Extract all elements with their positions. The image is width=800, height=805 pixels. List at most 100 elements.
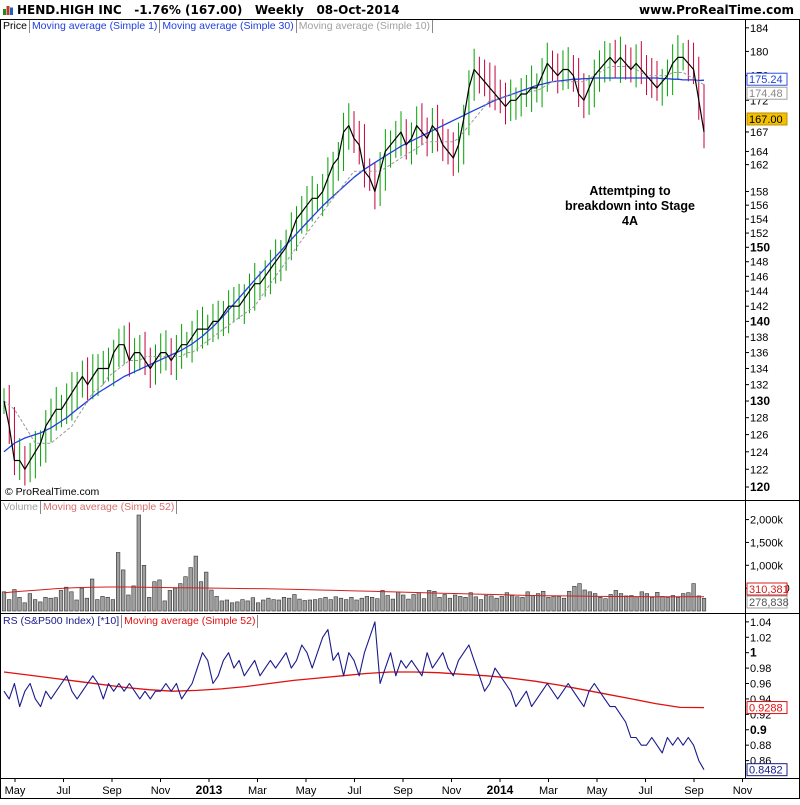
volume-bar [43,596,48,612]
ma30-value-tag-box [746,72,788,86]
volume-bar [369,596,375,612]
price-y-tick-label: 132 [750,380,768,392]
volume-bar [48,597,53,612]
volume-bar [318,598,323,612]
volume-legend: Volume Moving average (Simple 52) [1,501,178,514]
volume-bar [167,590,173,612]
last-price-tag-box [746,112,788,126]
price-y-tick-label: 126 [750,430,768,442]
rs-legend: RS (S&P500 Index) [*10] Moving average (S… [1,615,259,628]
price-y-tick-label: 124 [750,447,768,459]
volume-last-tag: 278,838 [749,597,789,609]
price-y-tick-label: 140 [750,314,770,328]
volume-bar [364,596,370,612]
annotation-line-1: Attemtping to [589,184,671,198]
price-y-tick-label: 184 [750,23,768,35]
x-tick-label: Mar [539,785,558,797]
volume-bar [494,597,499,612]
price-y-tick-label: 162 [750,160,768,172]
price-y-tick-label: 144 [750,286,768,298]
volume-bar [618,593,624,612]
legend-rs: RS (S&P500 Index) [*10] [1,615,123,628]
rs-line [3,621,705,770]
x-tick-label: Sep [393,785,413,797]
volume-bar [121,569,126,612]
volume-bar [634,596,639,612]
volume-bar [416,592,421,612]
ma30-value-tag: 175.24 [749,74,783,86]
volume-bar [567,590,572,612]
legend-volume-ma: Moving average (Simple 52) [41,501,178,514]
rs-y-tick-label: 0.88 [750,740,771,752]
volume-bar [240,599,245,612]
price-y-tick-label: 122 [750,464,768,476]
legend-ma1: Moving average (Simple 1) [30,20,161,33]
rs-y-tick-label: 0.9 [750,723,767,737]
volume-bar [338,597,344,612]
volume-bar [484,595,489,612]
volume-bar [32,599,38,612]
volume-bar [468,592,473,612]
ma10-line [3,66,705,444]
ticker-name: HEND.HIGH INC [17,3,122,17]
x-tick-label: Sep [102,785,122,797]
rs-last-tag: 0.8482 [749,765,783,777]
volume-bar [116,552,121,612]
header-title: HEND.HIGH INC -1.76% (167.00) Weekly 08-… [17,3,400,17]
price-y-tick-label: 142 [750,301,768,313]
volume-bar [401,594,406,612]
volume-bar [188,567,193,612]
volume-bar [312,599,318,612]
volume-bar [592,593,598,612]
timeframe: Weekly [254,3,304,17]
rs-last-tag-box [746,763,788,777]
volume-bar [442,594,447,612]
chart-frame [0,19,800,799]
volume-ma-value-tag: 310,381 [749,584,789,596]
volume-bar [162,600,167,612]
volume-y-tick-label: 2,000k [750,515,784,527]
volume-bar [390,598,396,612]
volume-bar [649,596,655,612]
volume-bar [261,599,266,612]
volume-bar [12,589,17,612]
volume-bar [582,589,587,612]
volume-bar [546,596,551,612]
volume-bar [447,597,453,612]
ma30-line [3,77,705,453]
volume-bar [74,599,79,612]
price-y-tick-label: 120 [750,480,770,494]
volume-bar [64,586,69,612]
price-y-tick-label: 180 [750,46,768,58]
volume-bar [452,594,458,612]
x-tick-label: May [587,785,608,797]
volume-bar [701,597,707,612]
price-y-tick-label: 128 [750,413,768,425]
legend-ma30: Moving average (Simple 30) [160,20,297,33]
price-legend: Price Moving average (Simple 1) Moving ave… [1,20,434,33]
volume-bar [670,595,675,612]
volume-bar [696,595,701,612]
volume-bar [556,596,561,612]
price-y-tick-label: 158 [750,186,768,198]
volume-bar [375,598,380,612]
volume-bar [644,593,649,612]
volume-bar [551,596,556,612]
volume-bar [333,596,338,612]
x-tick-label: 2014 [487,783,514,797]
volume-bar [173,587,178,612]
volume-bar [141,564,147,612]
volume-bar [1,591,7,612]
copyright-text: © ProRealTime.com [5,486,100,498]
x-tick-label: May [5,785,26,797]
volume-bar [287,597,292,612]
rs-y-tick-label: 0.96 [750,679,771,691]
volume-bar [489,595,494,612]
volume-bar [328,599,333,612]
x-tick-label: Sep [684,785,704,797]
volume-last-tag-box [746,595,788,609]
volume-bar [198,581,204,612]
price-change: -1.76% (167.00) [134,3,243,17]
volume-bar [639,591,644,612]
